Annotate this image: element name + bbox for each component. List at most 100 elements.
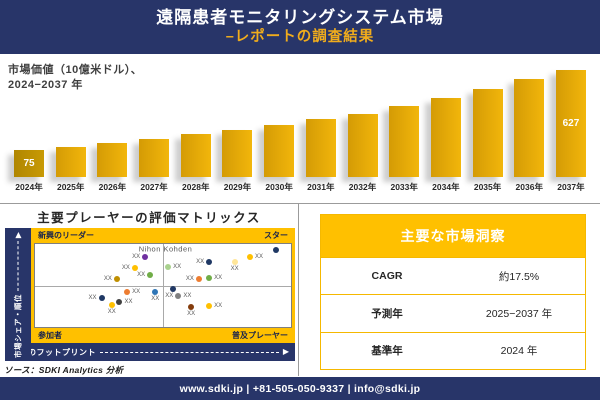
bar bbox=[430, 98, 461, 177]
scatter-point-label: XX bbox=[185, 275, 194, 282]
scatter-point: XX bbox=[206, 303, 222, 310]
quadrant-divider-horizontal bbox=[35, 285, 291, 287]
bar bbox=[514, 79, 545, 177]
x-tick-label: 2027年 bbox=[140, 182, 168, 192]
bar bbox=[55, 147, 86, 177]
x-tick-label: 2034年 bbox=[432, 182, 460, 192]
matrix-x-axis: 製品のフットプリント ▶ bbox=[5, 343, 295, 361]
bar-chart-bars: 75 2024年 2025年 2026年 2027年 2028年 2029年 2030年 203… bbox=[12, 65, 588, 192]
quadrant-label-participants: 参加者 bbox=[38, 331, 62, 340]
scatter-point-label: XX bbox=[187, 311, 196, 318]
bar-column: 2031年 bbox=[304, 119, 338, 192]
bar-column: 2036年 bbox=[512, 79, 546, 192]
y-axis-dashed-line bbox=[17, 240, 19, 291]
bar-chart-section: 市場価値（10億米ドル）、 2024−2037 年 75 2024年 2025年 20… bbox=[0, 54, 600, 203]
scatter-point: XX bbox=[187, 304, 195, 317]
matrix-plot-area: Nihon Kohden XX XX XX XX XX XX XX XX XX XX XX XX XX X… bbox=[34, 243, 292, 328]
matrix-title: 主要プレーヤーの評価マトリックス bbox=[37, 211, 261, 225]
bar-column: 75 2024年 bbox=[12, 150, 46, 192]
insights-card-header: 主要な市場洞察 bbox=[321, 215, 585, 257]
insight-value: 約17.5% bbox=[498, 270, 540, 283]
y-axis-rotated-label: 市場シェア・順位 ▶ bbox=[13, 232, 24, 358]
annotation-nihon-kohden: Nihon Kohden bbox=[138, 244, 193, 254]
scatter-point-label: XX bbox=[121, 265, 130, 272]
chart-caption-line2: 2024−2037 年 bbox=[8, 78, 83, 91]
insight-label: 予測年 bbox=[371, 307, 403, 320]
x-tick-label: 2028年 bbox=[182, 182, 210, 192]
bar-column: 2030年 bbox=[262, 125, 296, 192]
scatter-point-label: XX bbox=[107, 309, 116, 316]
page-title: 遠隔患者モニタリングシステム市場 bbox=[156, 8, 444, 29]
bar-column: 627 2037年 bbox=[554, 70, 588, 192]
x-tick-label: 2030年 bbox=[265, 182, 293, 192]
scatter-point: XX bbox=[165, 264, 181, 271]
x-tick-label: 2024年 bbox=[15, 182, 43, 192]
insight-label: 基準年 bbox=[371, 345, 403, 358]
scatter-point: XX bbox=[132, 254, 149, 261]
quadrant-label-pervasive-players: 普及プレーヤー bbox=[232, 331, 288, 340]
insight-value: 2024 年 bbox=[500, 345, 538, 358]
scatter-point: XX bbox=[196, 259, 213, 266]
bar-value-label: 75 bbox=[23, 158, 35, 169]
bar-column: 2026年 bbox=[95, 143, 129, 192]
key-insights-card: 主要な市場洞察 CAGR 約17.5% 予測年 2025−2037 年 基準年 … bbox=[320, 214, 586, 370]
page-subtitle: –レポートの調査結果 bbox=[225, 29, 375, 46]
scatter-point: XX bbox=[122, 265, 138, 272]
scatter-point-label: XX bbox=[132, 254, 141, 261]
footer-contact[interactable]: www.sdki.jp | +81-505-050-9337 | info@sd… bbox=[179, 382, 421, 395]
bar-column: 2034年 bbox=[429, 98, 463, 192]
x-tick-label: 2031年 bbox=[307, 182, 335, 192]
bar-column: 2025年 bbox=[54, 147, 88, 192]
x-tick-label: 2036年 bbox=[515, 182, 543, 192]
insight-row-base-year: 基準年 2024 年 bbox=[321, 331, 585, 369]
scatter-point: XX bbox=[165, 285, 177, 299]
section-divider-vertical bbox=[298, 204, 299, 376]
insight-value: 2025−2037 年 bbox=[485, 307, 553, 320]
bar-column: 2033年 bbox=[387, 106, 421, 192]
bar bbox=[97, 143, 128, 177]
scatter-point-label: XX bbox=[183, 293, 192, 300]
chart-caption-line1: 市場価値（10億米ドル）、 bbox=[8, 64, 143, 76]
bar-column: 2027年 bbox=[137, 139, 171, 192]
source-note: ソース：SDKI Analytics 分析 bbox=[4, 365, 124, 375]
y-axis-arrow-icon: ▶ bbox=[13, 231, 22, 238]
bar: 627 bbox=[555, 70, 586, 177]
header-banner: 遠隔患者モニタリングシステム市場 –レポートの調査結果 bbox=[0, 0, 600, 54]
insight-row-cagr: CAGR 約17.5% bbox=[321, 257, 585, 294]
insight-label: CAGR bbox=[371, 270, 403, 283]
chart-axis-caption: 市場価値（10億米ドル）、 2024−2037 年 bbox=[8, 63, 142, 93]
x-tick-label: 2029年 bbox=[223, 182, 252, 192]
scatter-point: XX bbox=[104, 275, 120, 282]
bar bbox=[305, 119, 336, 177]
scatter-point: XX bbox=[206, 275, 222, 282]
bar bbox=[264, 125, 295, 177]
scatter-point-label: XX bbox=[165, 292, 174, 299]
scatter-point-label: XX bbox=[214, 275, 223, 282]
matrix-bottom-band: 参加者 普及プレーヤー bbox=[34, 328, 292, 343]
matrix-frame: 新興のリーダー スター Nihon Kohden XX XX XX XX XX XX XX X… bbox=[31, 228, 295, 343]
bar bbox=[472, 89, 503, 177]
bar bbox=[180, 134, 211, 177]
bar: 75 bbox=[14, 150, 44, 177]
bar bbox=[389, 106, 420, 177]
scatter-point: XX bbox=[116, 299, 132, 306]
x-tick-label: 2033年 bbox=[390, 182, 418, 192]
x-axis-label: 製品のフットプリント bbox=[11, 347, 96, 357]
scatter-point-label: XX bbox=[196, 259, 205, 266]
scatter-point-label: XX bbox=[151, 296, 160, 303]
matrix-top-band: 新興のリーダー スター bbox=[34, 228, 292, 243]
scatter-point: XX bbox=[186, 275, 202, 282]
scatter-point: XX bbox=[124, 289, 140, 296]
scatter-point-label: XX bbox=[132, 289, 141, 296]
scatter-point: XX bbox=[89, 294, 105, 301]
x-tick-label: 2037年 bbox=[557, 182, 585, 192]
scatter-point: XX bbox=[175, 293, 191, 300]
x-axis-arrow-icon: ▶ bbox=[282, 347, 289, 356]
scatter-point: XX bbox=[231, 259, 239, 272]
matrix-y-axis: 市場シェア・順位 ▶ bbox=[5, 228, 31, 361]
scatter-point-label: XX bbox=[230, 266, 239, 273]
player-evaluation-matrix: 市場シェア・順位 ▶ 新興のリーダー スター Nihon Kohden XX XX… bbox=[5, 228, 295, 361]
bar bbox=[139, 139, 170, 177]
x-tick-label: 2035年 bbox=[473, 182, 502, 192]
scatter-point bbox=[272, 246, 279, 253]
